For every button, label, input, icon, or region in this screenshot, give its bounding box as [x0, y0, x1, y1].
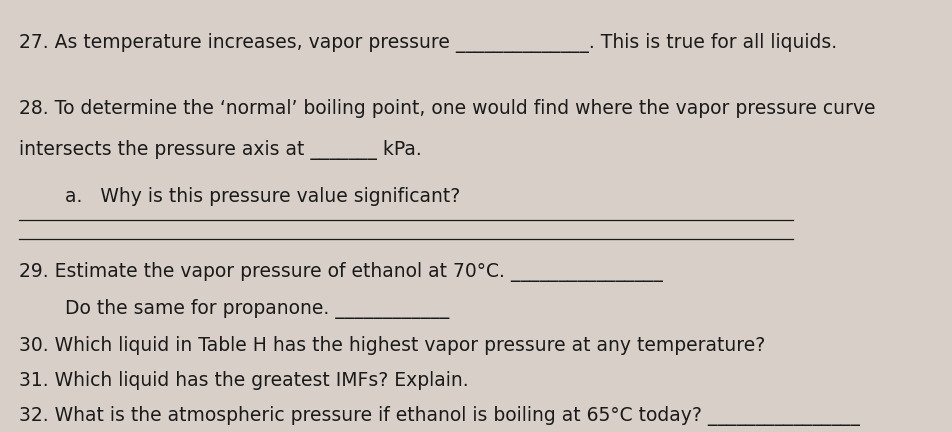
Text: 27. As temperature increases, vapor pressure ______________. This is true for al: 27. As temperature increases, vapor pres…	[19, 33, 836, 53]
Text: 32. What is the atmospheric pressure if ethanol is boiling at 65°C today? ______: 32. What is the atmospheric pressure if …	[19, 406, 859, 426]
Text: 28. To determine the ‘normal’ boiling point, one would find where the vapor pres: 28. To determine the ‘normal’ boiling po…	[19, 99, 874, 118]
Text: 29. Estimate the vapor pressure of ethanol at 70°C. ________________: 29. Estimate the vapor pressure of ethan…	[19, 262, 662, 282]
Text: 31. Which liquid has the greatest IMFs? Explain.: 31. Which liquid has the greatest IMFs? …	[19, 371, 468, 390]
Text: intersects the pressure axis at _______ kPa.: intersects the pressure axis at _______ …	[19, 140, 421, 160]
Text: 30. Which liquid in Table H has the highest vapor pressure at any temperature?: 30. Which liquid in Table H has the high…	[19, 336, 764, 355]
Text: Do the same for propanone. ____________: Do the same for propanone. ____________	[65, 299, 449, 319]
Text: a.   Why is this pressure value significant?: a. Why is this pressure value significan…	[65, 187, 460, 206]
